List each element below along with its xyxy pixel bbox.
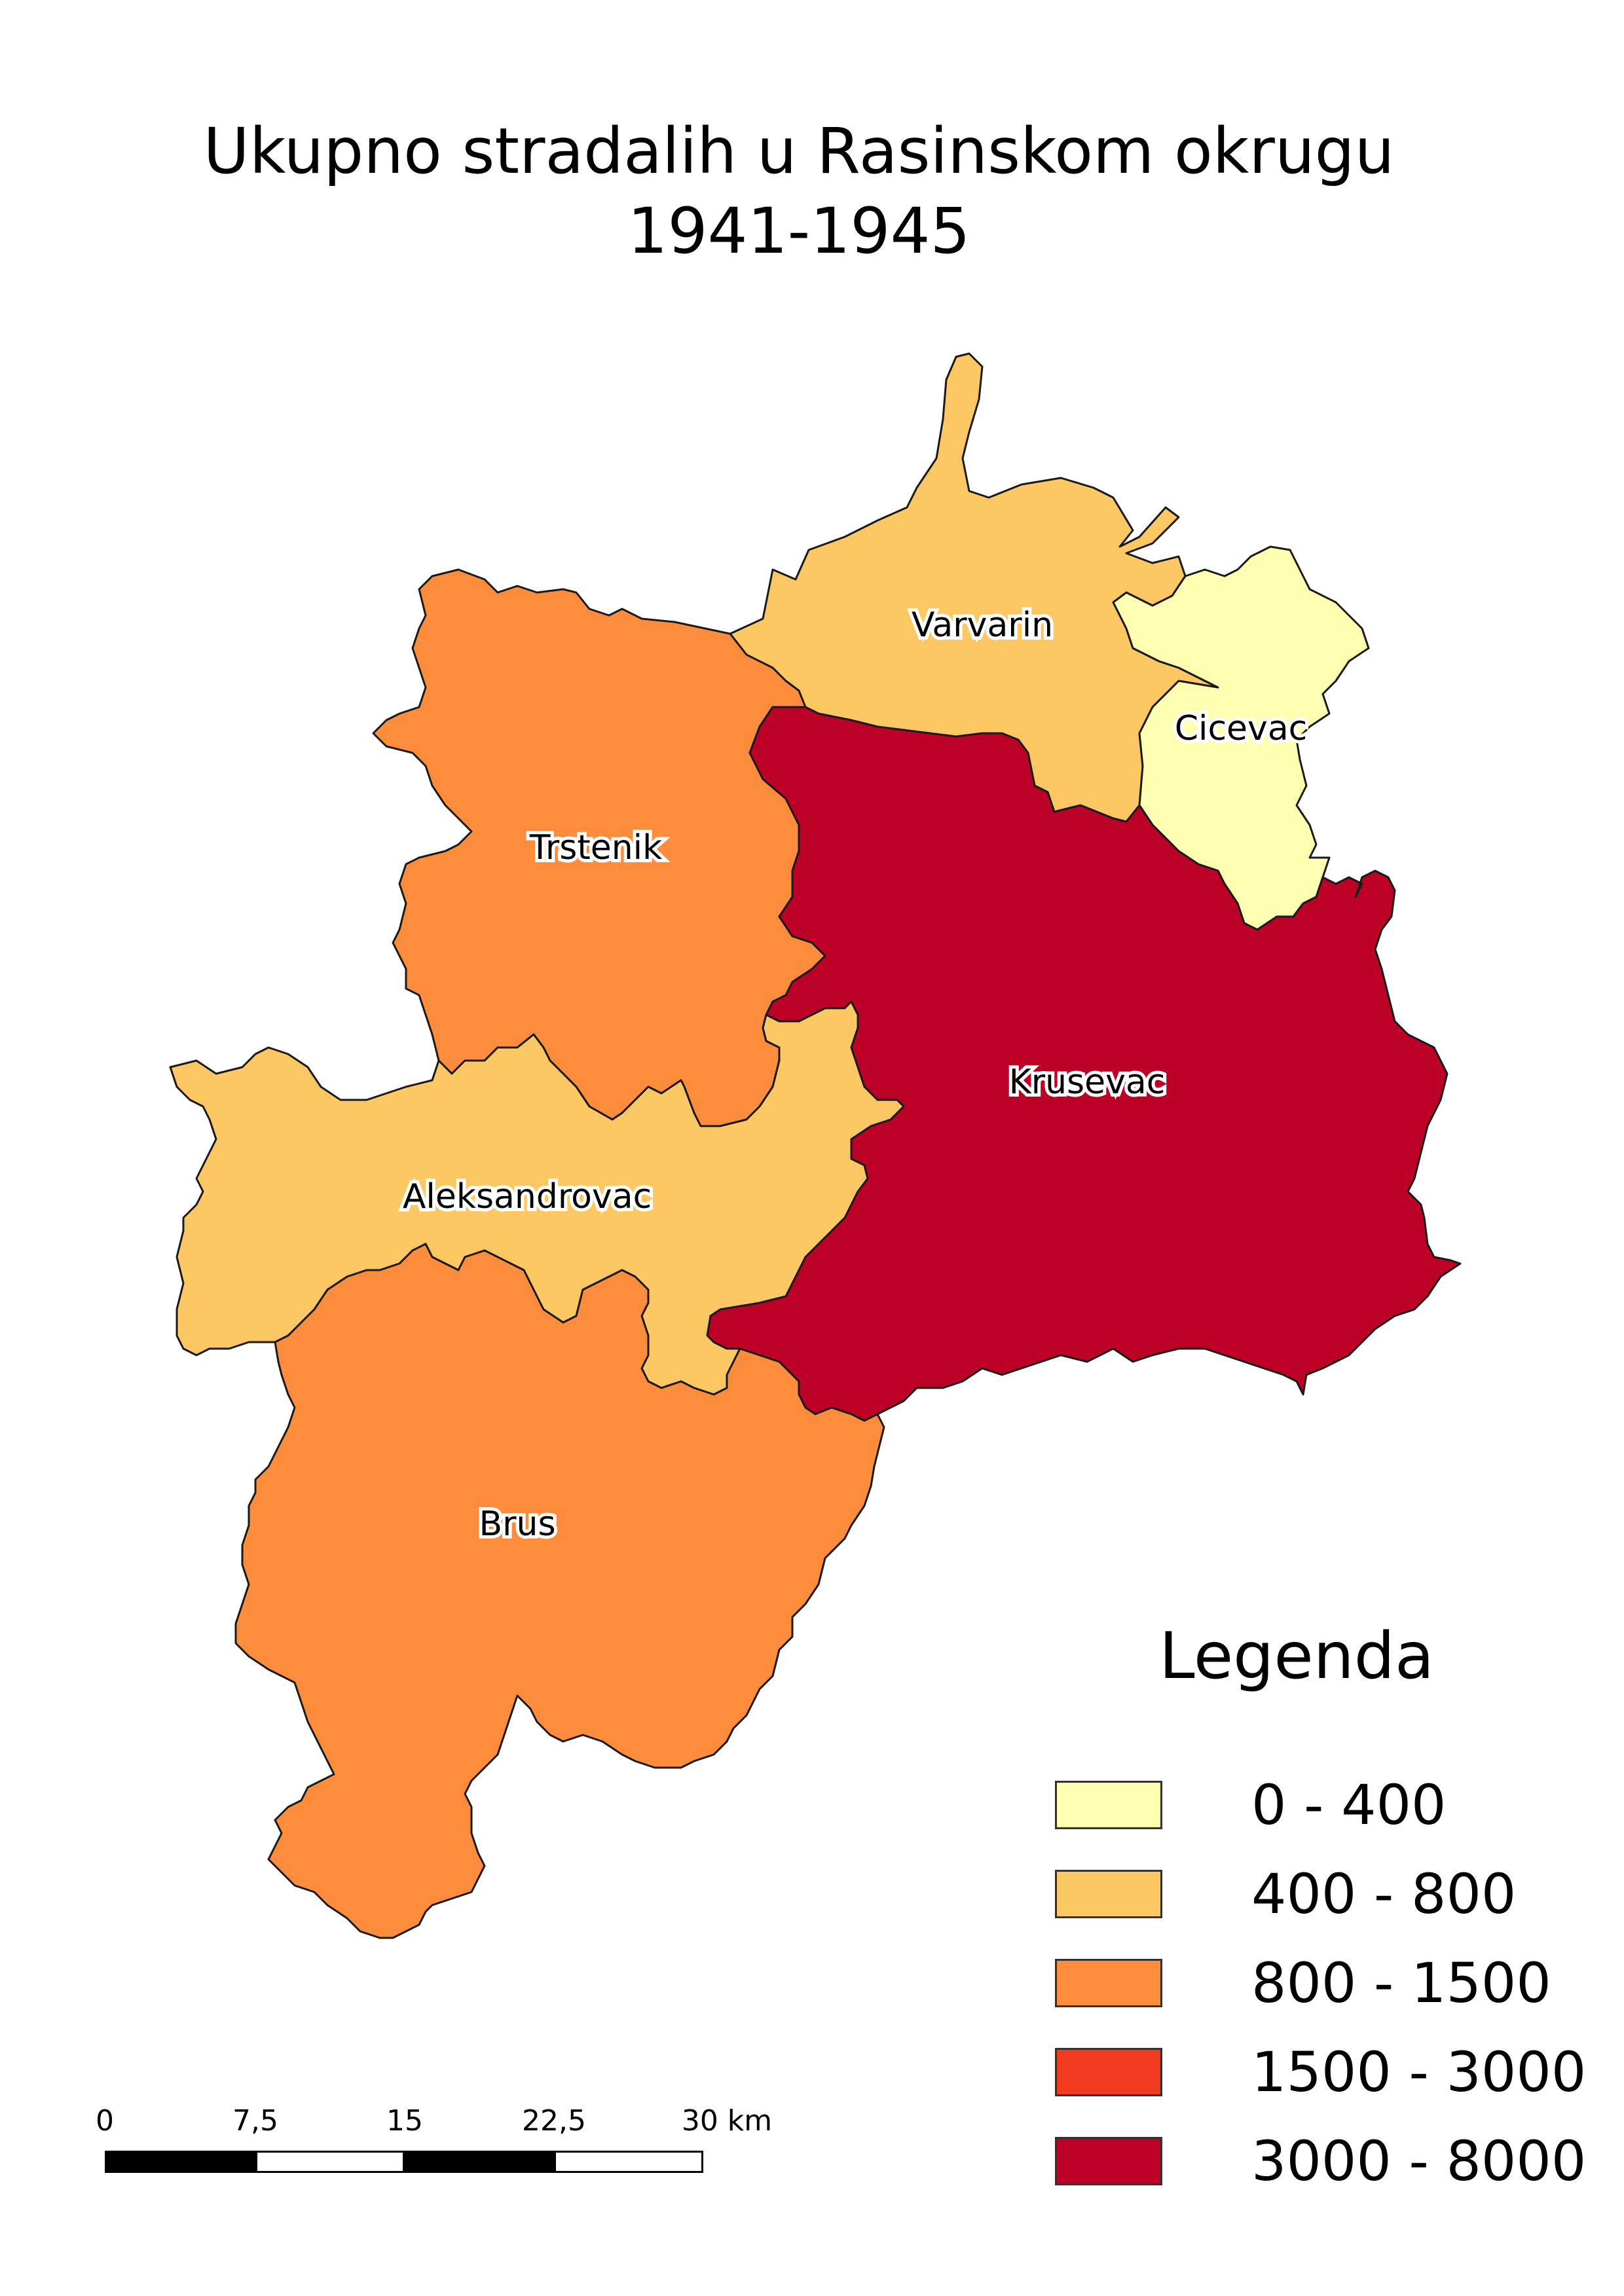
legend-swatch xyxy=(1055,1781,1162,1829)
legend-label: 3000 - 8000 xyxy=(1251,2129,1587,2193)
legend-item: 800 - 1500 xyxy=(1055,1954,1605,2013)
scale-tick-label: 7,5 xyxy=(232,2104,278,2138)
scale-segment xyxy=(405,2151,554,2173)
legend-label: 800 - 1500 xyxy=(1251,1951,1551,2015)
legend-swatch xyxy=(1055,1959,1162,2007)
legend-swatch xyxy=(1055,1870,1162,1918)
legend-title: Legenda xyxy=(1158,1619,1435,1694)
scale-tick-label: 0 xyxy=(96,2104,114,2138)
legend-swatch xyxy=(1055,2048,1162,2096)
region-label-cicevac: Cicevac xyxy=(1175,709,1308,748)
region-label-krusevac: Krusevac xyxy=(1009,1063,1166,1102)
region-label-varvarin: Varvarin xyxy=(912,606,1053,645)
scale-tick-label: 15 xyxy=(386,2104,423,2138)
scale-bar: 0 7,5 15 22,5 30 km xyxy=(92,2104,772,2183)
legend-label: 0 - 400 xyxy=(1251,1773,1447,1837)
map-title-line2: 1941-1945 xyxy=(627,194,970,268)
region-label-aleksandrovac: Aleksandrovac xyxy=(403,1177,652,1216)
region-label-brus: Brus xyxy=(479,1504,555,1544)
legend-item: 400 - 800 xyxy=(1055,1865,1605,1923)
legend-item: 1500 - 3000 xyxy=(1055,2043,1605,2102)
legend-swatch xyxy=(1055,2137,1162,2185)
legend-label: 1500 - 3000 xyxy=(1251,2040,1587,2104)
scale-tick-label: 30 km xyxy=(681,2104,773,2138)
scale-tick-label: 22,5 xyxy=(522,2104,586,2138)
region-label-trstenik: Trstenik xyxy=(529,828,663,867)
scale-segment xyxy=(105,2151,255,2173)
legend-item: 0 - 400 xyxy=(1055,1776,1605,1834)
legend-item: 3000 - 8000 xyxy=(1055,2132,1605,2191)
legend-label: 400 - 800 xyxy=(1251,1862,1517,1926)
scale-segment xyxy=(255,2151,405,2173)
map-title: Ukupno stradalih u Rasinskom okrugu 1941… xyxy=(0,111,1598,271)
map-title-line1: Ukupno stradalih u Rasinskom okrugu xyxy=(203,115,1395,188)
scale-segment xyxy=(554,2151,703,2173)
region-brus[interactable] xyxy=(234,1243,885,1939)
